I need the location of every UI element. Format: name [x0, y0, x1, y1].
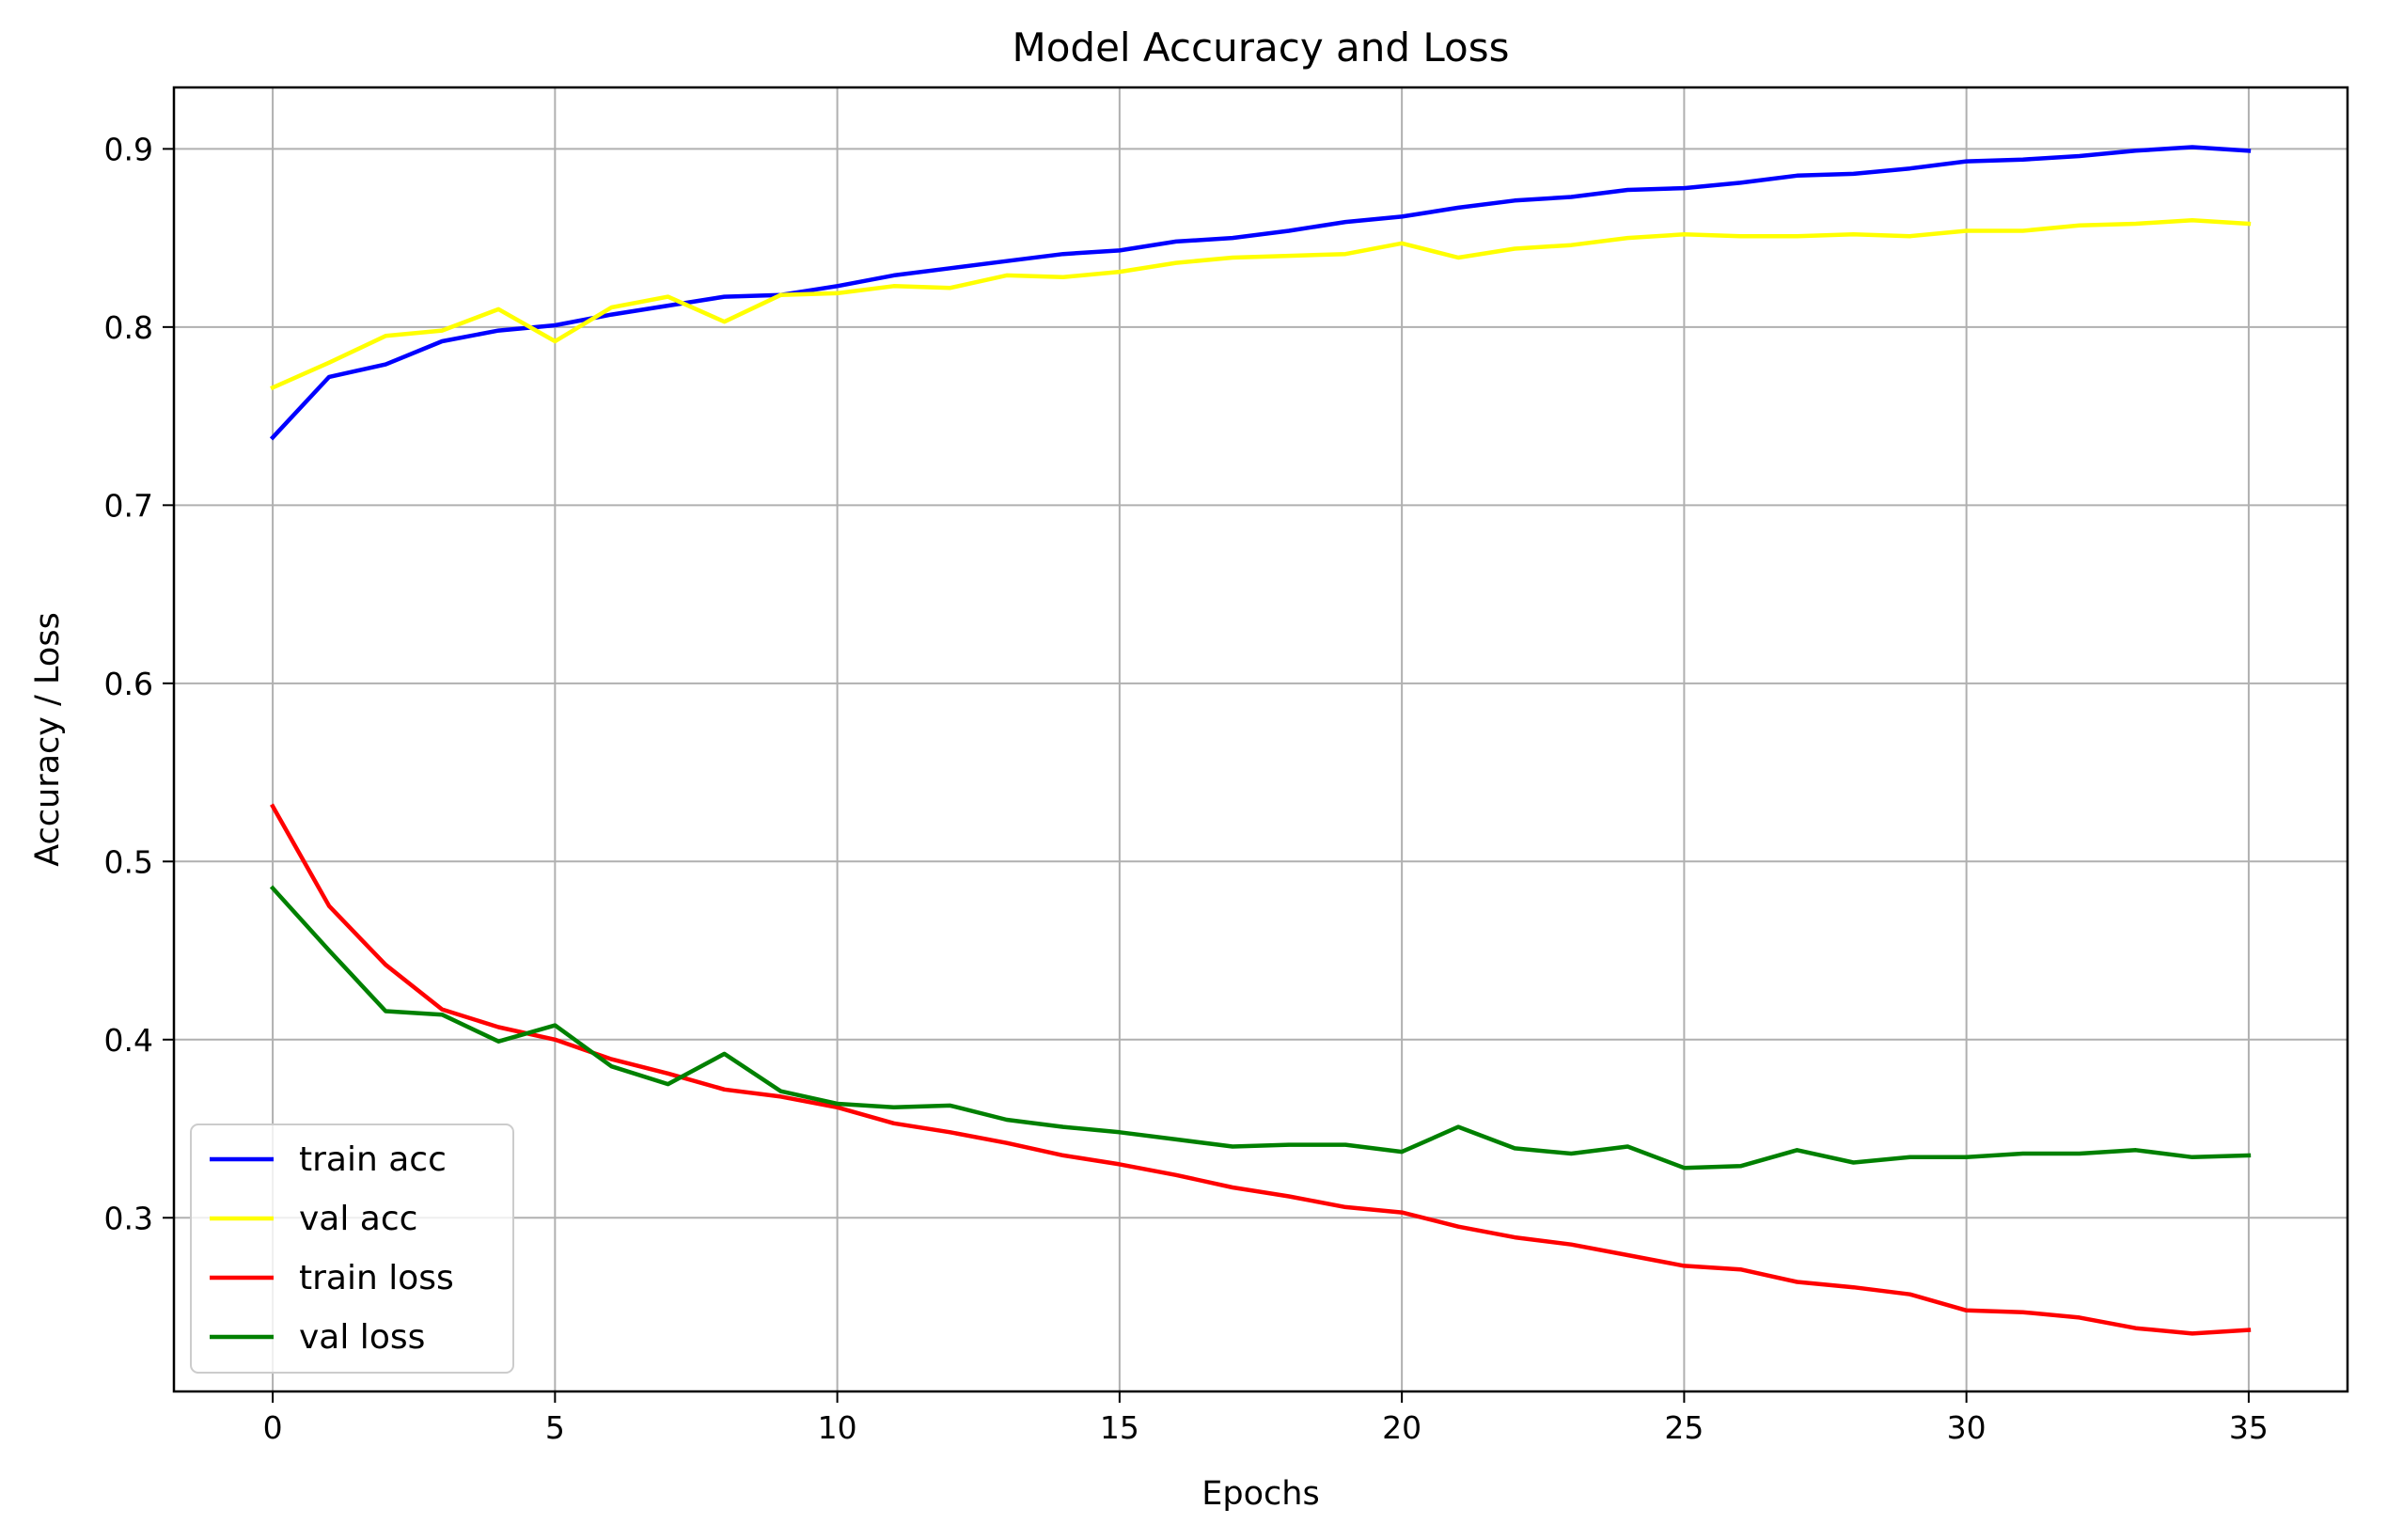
legend-box [190, 1124, 514, 1374]
y-tick-label: 0.9 [104, 131, 153, 167]
series-line-val-loss [269, 885, 2252, 1171]
x-tick-label: 15 [1100, 1409, 1139, 1446]
x-axis-title: Epochs [1201, 1475, 1319, 1513]
y-tick-label: 0.7 [104, 487, 153, 524]
y-tick-label: 0.4 [104, 1022, 153, 1059]
plot-area-frame [172, 86, 2349, 1393]
x-tick-label: 20 [1382, 1409, 1421, 1446]
legend: train acc val acc train loss val loss [190, 1124, 514, 1374]
chart-title: Model Accuracy and Loss [1012, 24, 1509, 71]
x-tick-label: 0 [263, 1409, 283, 1446]
series-line-train-loss [270, 803, 2252, 1336]
x-tick-label: 10 [818, 1409, 857, 1446]
series-lines [269, 145, 2252, 1336]
x-tick-label: 25 [1664, 1409, 1704, 1446]
y-tick-label: 0.3 [104, 1200, 153, 1236]
legend-label: train acc [299, 1140, 447, 1179]
series-line-val-acc [270, 217, 2252, 391]
y-axis-title: Accuracy / Loss [29, 612, 67, 867]
legend-label: val acc [299, 1200, 417, 1238]
x-tick-label: 30 [1947, 1409, 1987, 1446]
y-tick-label: 0.6 [104, 666, 153, 702]
legend-label: val loss [299, 1318, 425, 1357]
y-tick-label: 0.5 [104, 843, 153, 880]
legend-label: train loss [299, 1259, 454, 1297]
axis-ticks: 0 5 10 15 20 25 30 35 0.3 0.4 0.5 0.6 0.7 0.8 0.9 [104, 131, 2269, 1446]
y-tick-label: 0.8 [104, 309, 153, 346]
x-tick-label: 35 [2229, 1409, 2269, 1446]
x-tick-label: 5 [545, 1409, 565, 1446]
series-line-train-acc [269, 145, 2252, 441]
grid [174, 87, 2348, 1391]
